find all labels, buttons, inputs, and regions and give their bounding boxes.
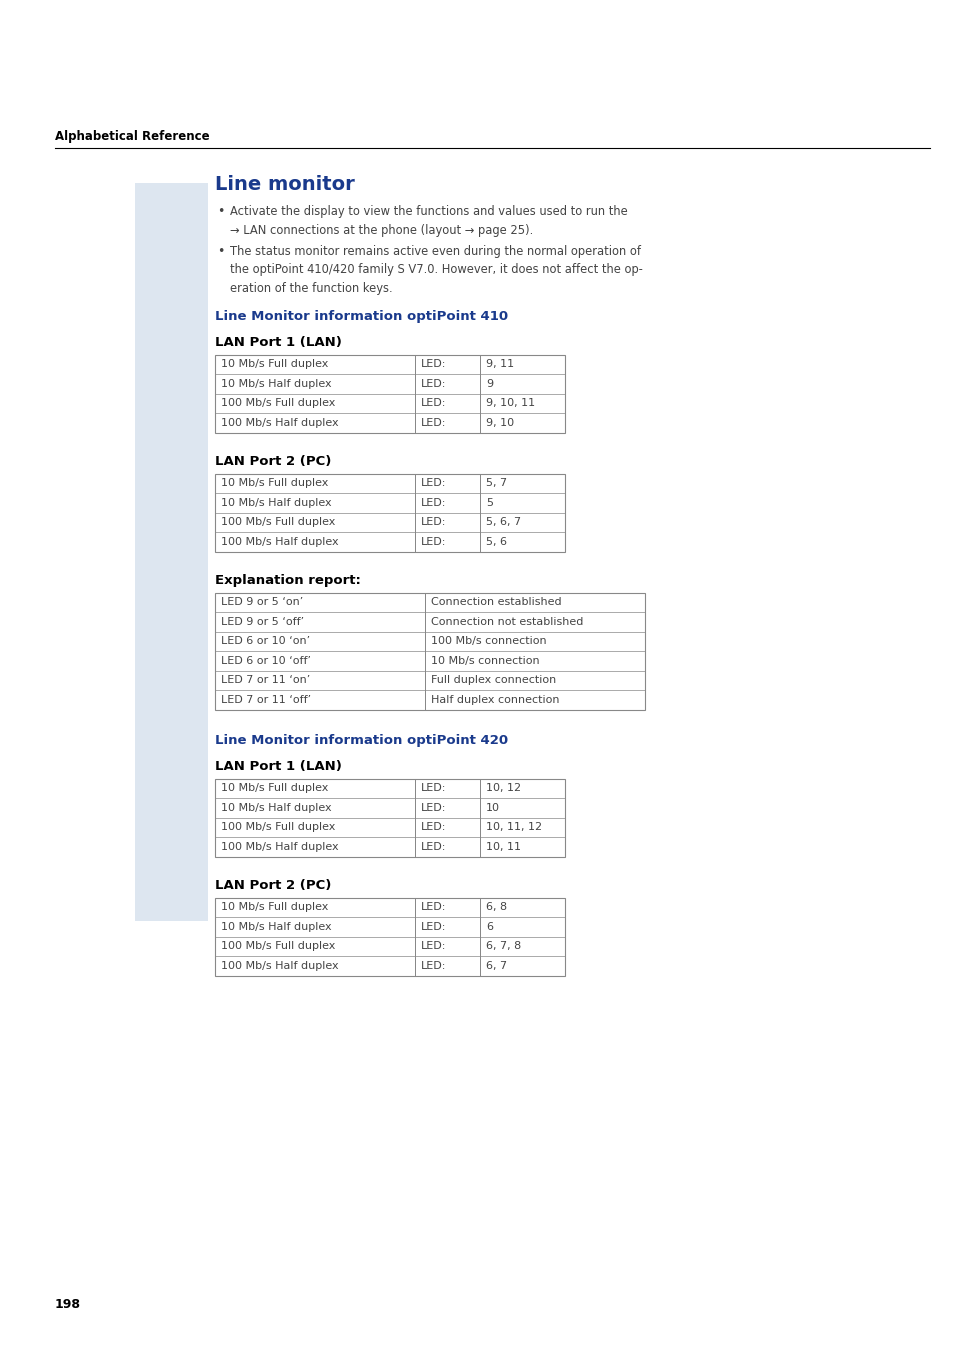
Text: LED:: LED: bbox=[420, 478, 446, 488]
Text: Activate the display to view the functions and values used to run the: Activate the display to view the functio… bbox=[230, 205, 627, 218]
Text: Line Monitor information optiPoint 420: Line Monitor information optiPoint 420 bbox=[214, 734, 508, 747]
Text: 6, 7: 6, 7 bbox=[485, 961, 507, 971]
Text: 10, 12: 10, 12 bbox=[485, 784, 520, 793]
Text: 9, 10, 11: 9, 10, 11 bbox=[485, 399, 535, 408]
Text: LED:: LED: bbox=[420, 921, 446, 932]
Text: 6, 7, 8: 6, 7, 8 bbox=[485, 942, 520, 951]
Text: 5, 6, 7: 5, 6, 7 bbox=[485, 517, 520, 527]
Text: 10 Mb/s Half duplex: 10 Mb/s Half duplex bbox=[221, 921, 332, 932]
Text: 10 Mb/s Full duplex: 10 Mb/s Full duplex bbox=[221, 359, 328, 369]
Text: LED:: LED: bbox=[420, 417, 446, 428]
Text: LED:: LED: bbox=[420, 497, 446, 508]
Text: Connection not established: Connection not established bbox=[431, 617, 583, 627]
Text: 10: 10 bbox=[485, 802, 499, 813]
Text: Half duplex connection: Half duplex connection bbox=[431, 694, 558, 705]
Text: 10, 11, 12: 10, 11, 12 bbox=[485, 823, 541, 832]
Text: LED:: LED: bbox=[420, 378, 446, 389]
Text: LAN Port 2 (PC): LAN Port 2 (PC) bbox=[214, 878, 331, 892]
Text: •: • bbox=[216, 245, 224, 258]
Text: 100 Mb/s Half duplex: 100 Mb/s Half duplex bbox=[221, 842, 338, 851]
Text: 10 Mb/s connection: 10 Mb/s connection bbox=[431, 655, 539, 666]
Text: Explanation report:: Explanation report: bbox=[214, 574, 360, 586]
Text: 100 Mb/s Full duplex: 100 Mb/s Full duplex bbox=[221, 942, 335, 951]
Text: Alphabetical Reference: Alphabetical Reference bbox=[55, 130, 210, 143]
Text: •: • bbox=[216, 205, 224, 218]
Text: 10 Mb/s Half duplex: 10 Mb/s Half duplex bbox=[221, 802, 332, 813]
Text: LED:: LED: bbox=[420, 517, 446, 527]
Text: 9: 9 bbox=[485, 378, 493, 389]
Bar bbox=[214, 593, 644, 709]
Text: LED 7 or 11 ‘on’: LED 7 or 11 ‘on’ bbox=[221, 676, 310, 685]
Text: LED 6 or 10 ‘off’: LED 6 or 10 ‘off’ bbox=[221, 655, 311, 666]
Text: Connection established: Connection established bbox=[431, 597, 561, 607]
Text: LAN Port 1 (LAN): LAN Port 1 (LAN) bbox=[214, 759, 341, 773]
Text: LAN Port 2 (PC): LAN Port 2 (PC) bbox=[214, 454, 331, 467]
Bar bbox=[135, 182, 208, 921]
Text: LED:: LED: bbox=[420, 942, 446, 951]
Text: 10, 11: 10, 11 bbox=[485, 842, 520, 851]
Text: LED:: LED: bbox=[420, 823, 446, 832]
Text: 9, 10: 9, 10 bbox=[485, 417, 514, 428]
Text: the optiPoint 410/420 family S V7.0. However, it does not affect the op-: the optiPoint 410/420 family S V7.0. How… bbox=[230, 263, 642, 276]
Bar bbox=[214, 354, 564, 432]
Text: 5, 7: 5, 7 bbox=[485, 478, 507, 488]
Text: 10 Mb/s Full duplex: 10 Mb/s Full duplex bbox=[221, 784, 328, 793]
Bar bbox=[214, 778, 564, 857]
Text: 100 Mb/s Half duplex: 100 Mb/s Half duplex bbox=[221, 417, 338, 428]
Text: LED 9 or 5 ‘off’: LED 9 or 5 ‘off’ bbox=[221, 617, 304, 627]
Bar bbox=[214, 897, 564, 975]
Text: 100 Mb/s connection: 100 Mb/s connection bbox=[431, 636, 546, 646]
Text: 198: 198 bbox=[55, 1298, 81, 1310]
Text: The status monitor remains active even during the normal operation of: The status monitor remains active even d… bbox=[230, 245, 640, 258]
Text: LED 7 or 11 ‘off’: LED 7 or 11 ‘off’ bbox=[221, 694, 311, 705]
Text: 10 Mb/s Half duplex: 10 Mb/s Half duplex bbox=[221, 378, 332, 389]
Text: → LAN connections at the phone (layout → page 25).: → LAN connections at the phone (layout →… bbox=[230, 223, 533, 236]
Bar bbox=[214, 473, 564, 551]
Text: LAN Port 1 (LAN): LAN Port 1 (LAN) bbox=[214, 335, 341, 349]
Text: 10 Mb/s Full duplex: 10 Mb/s Full duplex bbox=[221, 478, 328, 488]
Text: eration of the function keys.: eration of the function keys. bbox=[230, 281, 393, 295]
Text: 100 Mb/s Half duplex: 100 Mb/s Half duplex bbox=[221, 961, 338, 971]
Text: LED:: LED: bbox=[420, 536, 446, 547]
Text: 5, 6: 5, 6 bbox=[485, 536, 506, 547]
Text: 6, 8: 6, 8 bbox=[485, 902, 507, 912]
Text: LED 9 or 5 ‘on’: LED 9 or 5 ‘on’ bbox=[221, 597, 303, 607]
Text: 6: 6 bbox=[485, 921, 493, 932]
Text: 100 Mb/s Full duplex: 100 Mb/s Full duplex bbox=[221, 823, 335, 832]
Text: 9, 11: 9, 11 bbox=[485, 359, 514, 369]
Text: Line Monitor information optiPoint 410: Line Monitor information optiPoint 410 bbox=[214, 309, 508, 323]
Text: Full duplex connection: Full duplex connection bbox=[431, 676, 556, 685]
Text: 10 Mb/s Half duplex: 10 Mb/s Half duplex bbox=[221, 497, 332, 508]
Text: LED 6 or 10 ‘on’: LED 6 or 10 ‘on’ bbox=[221, 636, 310, 646]
Text: 100 Mb/s Full duplex: 100 Mb/s Full duplex bbox=[221, 399, 335, 408]
Text: LED:: LED: bbox=[420, 842, 446, 851]
Text: 100 Mb/s Full duplex: 100 Mb/s Full duplex bbox=[221, 517, 335, 527]
Text: 5: 5 bbox=[485, 497, 493, 508]
Text: LED:: LED: bbox=[420, 784, 446, 793]
Text: LED:: LED: bbox=[420, 902, 446, 912]
Text: LED:: LED: bbox=[420, 399, 446, 408]
Text: LED:: LED: bbox=[420, 961, 446, 971]
Text: LED:: LED: bbox=[420, 359, 446, 369]
Text: Line monitor: Line monitor bbox=[214, 176, 355, 195]
Text: LED:: LED: bbox=[420, 802, 446, 813]
Text: 100 Mb/s Half duplex: 100 Mb/s Half duplex bbox=[221, 536, 338, 547]
Text: 10 Mb/s Full duplex: 10 Mb/s Full duplex bbox=[221, 902, 328, 912]
